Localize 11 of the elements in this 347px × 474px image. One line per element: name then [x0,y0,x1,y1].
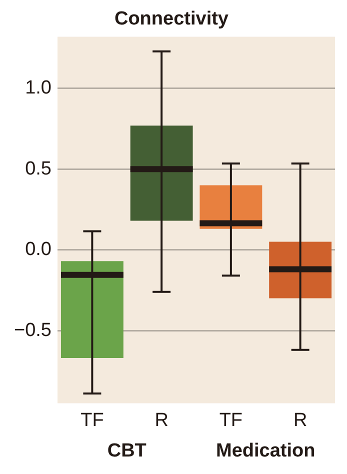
y-tick-label: 1.0 [25,78,52,99]
y-tick-label: −0.5 [14,320,52,341]
text: Medication [216,440,316,462]
y-tick-label: 0.5 [25,158,52,180]
chart-title: Connectivity [114,8,229,30]
x-tick-label: R [154,410,168,431]
x-tick-label: TF [219,410,243,431]
text: CBT [107,440,147,462]
x-tick-label: R [293,410,308,431]
x-tick-label: TF [80,410,104,431]
y-tick-label: 0.0 [25,239,52,260]
